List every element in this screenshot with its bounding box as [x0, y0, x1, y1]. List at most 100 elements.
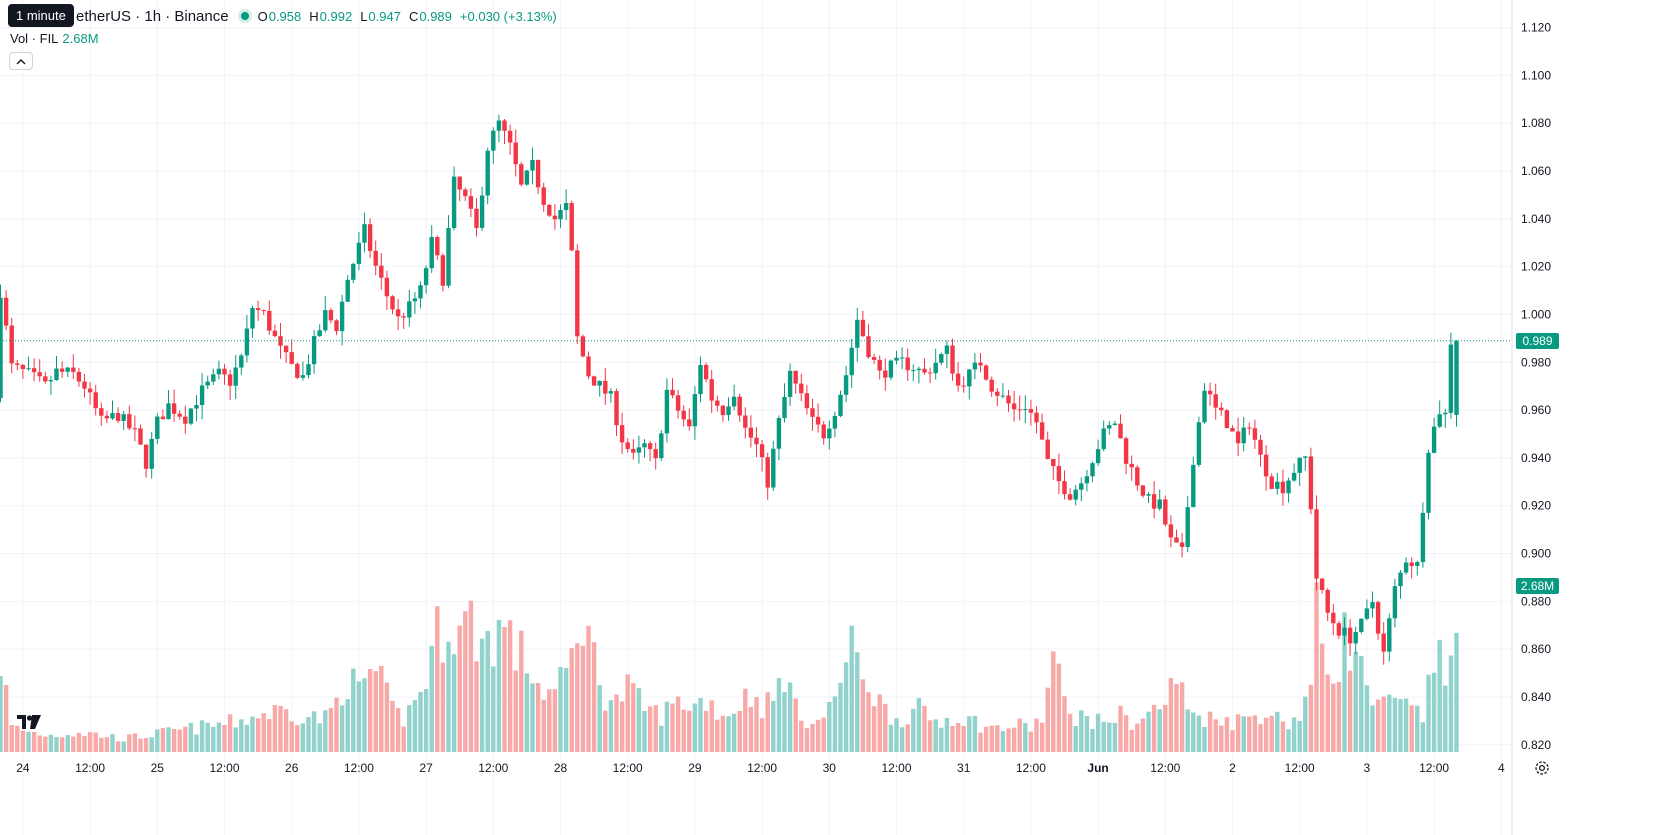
- volume-bar: [810, 723, 815, 752]
- candle-body: [860, 319, 866, 337]
- candle-body: [692, 394, 698, 427]
- candle-body: [222, 368, 227, 375]
- candle-body: [166, 403, 171, 420]
- volume-bar: [692, 703, 698, 752]
- volume-bar: [239, 719, 244, 752]
- volume-bar: [911, 708, 916, 752]
- candle-body: [54, 368, 59, 381]
- volume-bar: [311, 711, 317, 752]
- volume-bar: [659, 725, 664, 752]
- candle-body: [379, 265, 384, 278]
- candle-body: [104, 415, 110, 419]
- volume-bar: [636, 688, 642, 752]
- candle-body: [1101, 428, 1106, 450]
- candle-body: [485, 150, 490, 196]
- candle-body: [1151, 494, 1157, 509]
- collapse-legend-button[interactable]: [9, 52, 33, 70]
- candle-body: [636, 447, 642, 453]
- candle-body: [1342, 627, 1347, 636]
- candle-body: [821, 424, 826, 439]
- candle-body: [759, 444, 765, 458]
- candle-body: [1241, 427, 1246, 444]
- volume-bar: [71, 736, 76, 752]
- candle-body: [1202, 390, 1207, 423]
- candle-body: [1062, 481, 1067, 495]
- candle-body: [149, 438, 154, 469]
- volume-bar: [530, 683, 535, 752]
- candle-body: [1219, 407, 1224, 411]
- volume-bar: [1454, 632, 1459, 752]
- candle-body: [283, 345, 289, 353]
- candle-body: [670, 389, 675, 396]
- volume-bar: [384, 682, 390, 752]
- volume-bar: [855, 652, 860, 752]
- volume-bar: [1084, 716, 1090, 752]
- candle-body: [955, 373, 961, 386]
- x-axis-tick-label: 12:00: [344, 761, 374, 775]
- x-axis-tick-label: 12:00: [1285, 761, 1315, 775]
- open-number: 0.958: [268, 8, 302, 24]
- volume-bar: [177, 729, 182, 752]
- volume-bar: [300, 723, 306, 752]
- tradingview-logo-icon[interactable]: [17, 714, 41, 734]
- x-axis-tick-label: 31: [957, 761, 971, 775]
- candle-body: [160, 416, 166, 420]
- volume-bar: [115, 741, 121, 752]
- candle-body: [87, 388, 93, 393]
- tradingview-logo-shape: [17, 715, 41, 729]
- volume-bar: [1230, 730, 1235, 752]
- volume-bar: [905, 724, 910, 752]
- volume-bar: [222, 724, 227, 752]
- volume-bar: [916, 698, 922, 752]
- volume-bar: [1219, 725, 1224, 752]
- volume-bar: [603, 710, 608, 752]
- volume-bar: [20, 730, 26, 752]
- volume-bar: [1157, 709, 1162, 752]
- volume-bar: [1095, 713, 1101, 752]
- candle-body: [513, 142, 518, 165]
- y-axis-tick-label: 1.120: [1521, 21, 1551, 35]
- candle-body: [675, 395, 681, 411]
- volume-bar: [110, 734, 115, 752]
- volume-bar: [1291, 717, 1297, 752]
- volume-bar: [474, 661, 479, 752]
- volume-legend[interactable]: Vol · FIL 2.68M: [10, 31, 99, 46]
- volume-bar: [1112, 722, 1118, 752]
- candle-body: [972, 362, 978, 370]
- candle-body: [687, 419, 692, 427]
- candle-body: [412, 298, 418, 302]
- candle-body: [1443, 412, 1448, 415]
- x-axis-tick-label: 24: [16, 761, 30, 775]
- close-label: C: [408, 8, 419, 24]
- candle-body: [653, 449, 658, 459]
- candle-body: [871, 357, 877, 360]
- candle-body: [1179, 542, 1185, 547]
- candle-body: [127, 414, 132, 429]
- candle-body: [384, 277, 390, 297]
- candle-body: [832, 416, 838, 429]
- volume-bar: [0, 676, 3, 752]
- volume-bar: [233, 727, 238, 752]
- volume-bar: [731, 713, 737, 752]
- gear-icon[interactable]: [1533, 759, 1551, 777]
- volume-bar: [76, 732, 82, 752]
- symbol-title[interactable]: etherUS · 1h · Binance: [76, 7, 229, 25]
- volume-bar: [317, 723, 322, 752]
- volume-bar: [227, 714, 233, 752]
- volume-bar: [373, 671, 378, 752]
- high-label: H: [309, 8, 319, 24]
- candle-body: [435, 237, 440, 256]
- volume-bar: [939, 727, 944, 752]
- volume-bar: [1297, 720, 1302, 752]
- candle-body: [838, 394, 843, 417]
- candle-body: [894, 357, 899, 361]
- candle-body: [1107, 425, 1112, 429]
- volume-bar: [1370, 705, 1375, 752]
- volume-bar: [759, 718, 765, 752]
- candle-body: [155, 416, 160, 439]
- candle-body: [978, 362, 983, 366]
- candle-body: [1370, 602, 1375, 609]
- candle-body: [939, 354, 944, 363]
- volume-bar: [1387, 694, 1392, 752]
